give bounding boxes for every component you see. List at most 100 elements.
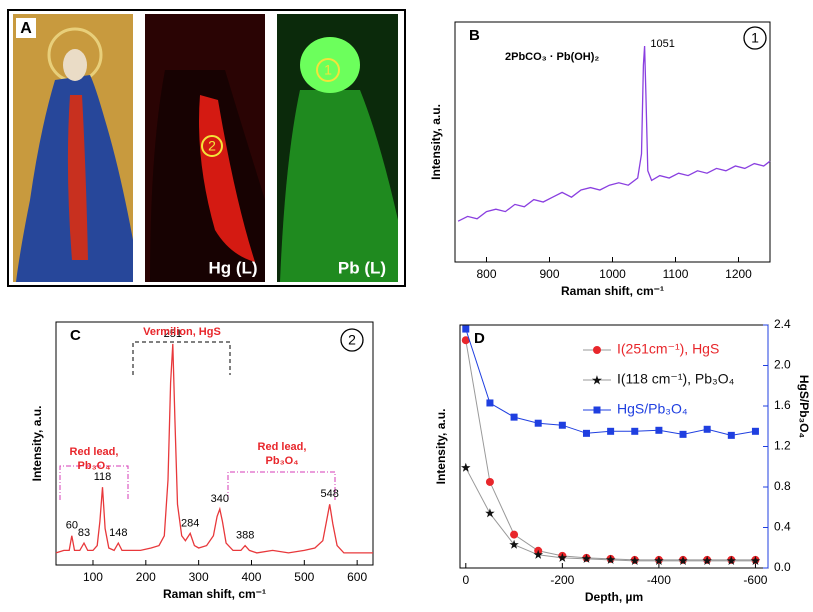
peak-label: 83 xyxy=(78,527,90,539)
y2-tick-label: 0.8 xyxy=(774,479,791,493)
point-label: 1 xyxy=(324,62,332,78)
marker xyxy=(654,555,664,565)
legend-marker xyxy=(593,406,601,414)
panel-label: D xyxy=(474,330,485,347)
legend-label: HgS/Pb₃O₄ xyxy=(617,401,688,417)
x-axis-label: Raman shift, cm⁻¹ xyxy=(163,587,266,601)
marker xyxy=(751,427,759,435)
x-tick-label: 200 xyxy=(136,570,156,584)
x-tick-label: 100 xyxy=(83,570,103,584)
plot-frame xyxy=(459,324,769,569)
x-axis-label: Raman shift, cm⁻¹ xyxy=(561,284,664,298)
bracket xyxy=(227,471,336,500)
x-tick-label: -200 xyxy=(550,573,574,587)
marker xyxy=(534,419,542,427)
point-circle xyxy=(316,58,340,82)
legend-label: I(251cm⁻¹), HgS xyxy=(617,341,719,357)
legend-label: I(118 cm⁻¹), Pb₃O₄ xyxy=(617,371,735,387)
marker xyxy=(462,325,470,333)
marker xyxy=(510,413,518,421)
x-tick-label: -600 xyxy=(743,573,767,587)
x-axis-label: Depth, µm xyxy=(585,590,643,604)
formula: 2PbCO₃ · Pb(OH)₂ xyxy=(505,51,599,63)
peak-label: 148 xyxy=(109,527,127,539)
marker xyxy=(655,426,663,434)
x-tick-label: 0 xyxy=(462,573,469,587)
peak-label: 548 xyxy=(320,488,338,500)
marker xyxy=(607,427,615,435)
x-tick-label: 1200 xyxy=(725,267,752,281)
marker xyxy=(509,539,519,549)
annotation: Pb₃O₄ xyxy=(266,455,299,467)
pb-head xyxy=(300,37,360,93)
marker xyxy=(461,462,471,472)
y2-axis-label: HgS/Pb₃O₄ xyxy=(797,375,811,439)
legend-marker: ★ xyxy=(591,372,603,387)
panel-a: A Hg (L) Pb (L) 2 1 xyxy=(7,9,406,287)
marker xyxy=(510,530,519,539)
legend-marker xyxy=(593,346,601,354)
peak-label: 118 xyxy=(94,471,112,483)
y2-tick-label: 2.4 xyxy=(774,317,791,331)
marker xyxy=(557,552,568,562)
y2-tick-label: 2.0 xyxy=(774,358,791,372)
marker xyxy=(679,430,687,438)
point-label: 2 xyxy=(348,332,356,348)
panel-label: A xyxy=(20,20,32,37)
annotation: Red lead, xyxy=(70,446,119,458)
peak-label: 388 xyxy=(236,529,254,541)
peak-label: 60 xyxy=(66,520,78,532)
pb-cloak xyxy=(280,90,398,282)
point-label: 1 xyxy=(751,30,759,46)
x-tick-label: 1100 xyxy=(663,267,689,281)
peak-label: 284 xyxy=(181,517,199,529)
point-label: 2 xyxy=(208,138,216,154)
x-tick-label: 500 xyxy=(294,570,314,584)
data-line xyxy=(465,467,756,562)
bracket xyxy=(59,465,129,500)
y2-tick-label: 0.4 xyxy=(774,520,791,534)
marker xyxy=(726,555,737,565)
data-line xyxy=(457,45,771,222)
robe xyxy=(67,95,88,260)
data-line xyxy=(55,343,373,554)
marker xyxy=(485,508,495,518)
x-tick-label: 300 xyxy=(189,570,209,584)
plot-frame xyxy=(55,321,374,566)
panel-label: B xyxy=(469,27,480,44)
marker xyxy=(461,336,470,345)
annotation: Red lead, xyxy=(258,441,307,453)
marker xyxy=(558,421,566,429)
marker xyxy=(702,555,712,565)
marker xyxy=(678,555,688,565)
y-axis-label: Intensity, a.u. xyxy=(30,406,44,482)
x-tick-label: 400 xyxy=(241,570,261,584)
point-circle xyxy=(201,135,223,157)
marker xyxy=(533,549,543,559)
marker xyxy=(605,554,616,564)
peak-label: 251 xyxy=(164,328,182,340)
peak-label: 340 xyxy=(211,493,229,505)
x-tick-label: -400 xyxy=(647,573,671,587)
marker xyxy=(582,429,590,437)
map-label: Pb (L) xyxy=(338,258,386,277)
annotation: Pb₃O₄ xyxy=(78,460,111,472)
annotation: Vermilion, HgS xyxy=(143,326,221,338)
x-tick-label: 800 xyxy=(476,267,496,281)
x-tick-label: 1000 xyxy=(599,267,626,281)
y-axis-label: Intensity, a.u. xyxy=(434,409,448,485)
label-box xyxy=(16,18,36,38)
plot-frame xyxy=(454,21,771,263)
y2-tick-label: 0.0 xyxy=(774,560,791,574)
panel-label: C xyxy=(70,327,81,344)
marker xyxy=(727,431,735,439)
point-circle xyxy=(340,328,364,352)
x-tick-label: 600 xyxy=(347,570,367,584)
x-tick-label: 900 xyxy=(539,267,559,281)
bracket xyxy=(132,341,231,375)
marker xyxy=(750,555,761,565)
marker xyxy=(631,427,639,435)
map-label: Hg (L) xyxy=(208,258,257,277)
face xyxy=(63,49,87,81)
